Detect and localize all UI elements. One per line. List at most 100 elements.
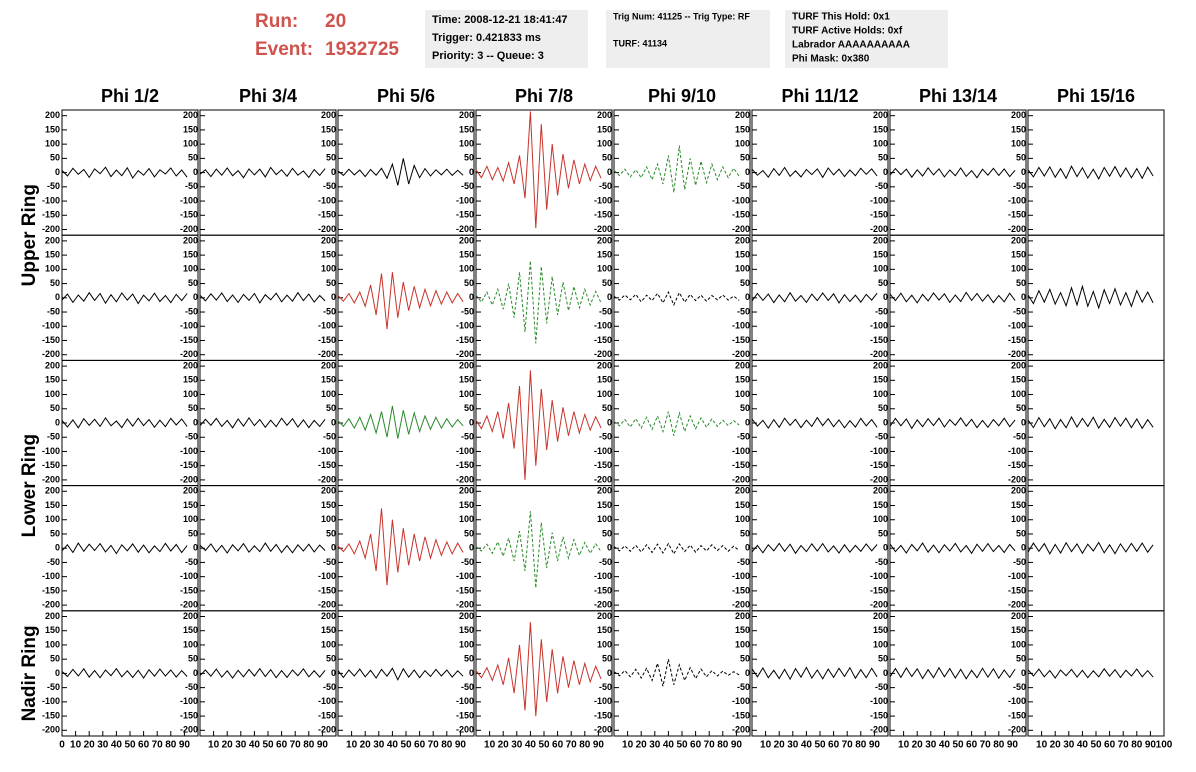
y-tick-label: 50 (464, 153, 474, 163)
y-tick-label: 0 (745, 417, 750, 427)
y-tick-label: 0 (1021, 292, 1026, 302)
y-tick-label: 150 (873, 625, 888, 635)
waveform (199, 417, 326, 429)
y-tick-label: -200 (42, 349, 60, 359)
waveform (889, 166, 1016, 179)
y-tick-label: 200 (321, 110, 336, 120)
y-tick-label: -50 (461, 682, 474, 692)
y-tick-label: -50 (185, 432, 198, 442)
x-tick-label: 50 (400, 740, 412, 751)
y-tick-label: -100 (732, 696, 750, 706)
y-tick-label: 0 (469, 167, 474, 177)
waveform (613, 145, 740, 193)
y-tick-label: 200 (873, 360, 888, 370)
y-tick-label: -200 (318, 349, 336, 359)
y-tick-label: 150 (45, 249, 60, 259)
x-tick-label: 70 (428, 740, 440, 751)
y-tick-label: 200 (873, 235, 888, 245)
y-tick-label: -100 (180, 571, 198, 581)
y-tick-label: -50 (47, 181, 60, 191)
y-tick-label: -200 (732, 349, 750, 359)
x-tick-label: 80 (993, 740, 1005, 751)
ring-label: Nadir Ring (19, 625, 40, 721)
y-tick-label: -100 (870, 195, 888, 205)
y-tick-label: 0 (193, 417, 198, 427)
y-tick-label: -50 (1013, 181, 1026, 191)
y-tick-label: 200 (459, 235, 474, 245)
y-tick-label: -200 (318, 474, 336, 484)
y-tick-label: 0 (883, 543, 888, 553)
x-tick-label: 50 (124, 740, 136, 751)
y-tick-label: -150 (318, 710, 336, 720)
ring-label: Upper Ring (19, 184, 40, 286)
y-tick-label: 100 (1011, 139, 1026, 149)
y-tick-label: 150 (1011, 124, 1026, 134)
y-tick-label: 50 (602, 278, 612, 288)
y-tick-label: 150 (45, 625, 60, 635)
waveform (337, 158, 464, 186)
y-tick-label: 200 (459, 360, 474, 370)
column-header: Phi 3/4 (239, 86, 297, 106)
y-tick-label: 50 (878, 403, 888, 413)
x-tick-label: 60 (138, 740, 150, 751)
x-tick-label: 60 (276, 740, 288, 751)
x-tick-label: 90 (1145, 740, 1157, 751)
x-tick-label: 30 (925, 740, 937, 751)
y-tick-label: 200 (735, 235, 750, 245)
y-tick-label: 150 (321, 500, 336, 510)
y-tick-label: 100 (45, 264, 60, 274)
y-tick-label: -200 (1008, 349, 1026, 359)
waveform (613, 542, 740, 555)
waveform (199, 667, 326, 679)
y-tick-label: 0 (193, 543, 198, 553)
y-tick-label: -200 (594, 349, 612, 359)
y-tick-label: -100 (732, 571, 750, 581)
panel-frame (1027, 234, 1165, 361)
x-tick-label: 20 (498, 740, 510, 751)
y-tick-label: -150 (732, 335, 750, 345)
y-tick-label: 50 (188, 528, 198, 538)
y-tick-label: -200 (870, 224, 888, 234)
y-tick-label: 50 (50, 278, 60, 288)
y-tick-label: -100 (594, 696, 612, 706)
y-tick-label: 50 (326, 278, 336, 288)
y-tick-label: 150 (321, 249, 336, 259)
y-tick-label: 200 (183, 235, 198, 245)
y-tick-label: -50 (875, 432, 888, 442)
x-tick-label: 90 (317, 740, 329, 751)
x-tick-label: 40 (663, 740, 675, 751)
y-tick-label: 50 (50, 153, 60, 163)
y-tick-label: 50 (326, 528, 336, 538)
y-tick-label: 150 (1011, 500, 1026, 510)
y-tick-label: -200 (318, 725, 336, 735)
y-tick-label: -200 (42, 725, 60, 735)
y-tick-label: -100 (1008, 195, 1026, 205)
column-header: Phi 7/8 (515, 86, 573, 106)
y-tick-label: -200 (456, 349, 474, 359)
x-tick-label: 70 (566, 740, 578, 751)
waveform (1027, 541, 1154, 555)
y-tick-label: 150 (459, 500, 474, 510)
y-tick-label: 150 (1011, 625, 1026, 635)
y-tick-label: 200 (735, 110, 750, 120)
x-tick-label: 10 (70, 740, 82, 751)
y-tick-label: -150 (594, 210, 612, 220)
y-tick-label: 100 (183, 639, 198, 649)
y-tick-label: 150 (1011, 249, 1026, 259)
y-tick-label: 200 (45, 235, 60, 245)
y-tick-label: 200 (597, 360, 612, 370)
y-tick-label: -100 (180, 696, 198, 706)
y-tick-label: -50 (323, 181, 336, 191)
y-tick-label: 100 (1011, 264, 1026, 274)
y-tick-label: -150 (456, 710, 474, 720)
y-tick-label: 100 (735, 264, 750, 274)
y-tick-label: -50 (47, 557, 60, 567)
y-tick-label: 0 (55, 167, 60, 177)
info-box (785, 10, 948, 68)
y-tick-label: 200 (597, 611, 612, 621)
y-tick-label: 100 (183, 514, 198, 524)
x-tick-label: 30 (649, 740, 661, 751)
y-tick-label: 0 (883, 668, 888, 678)
y-tick-label: 50 (602, 403, 612, 413)
